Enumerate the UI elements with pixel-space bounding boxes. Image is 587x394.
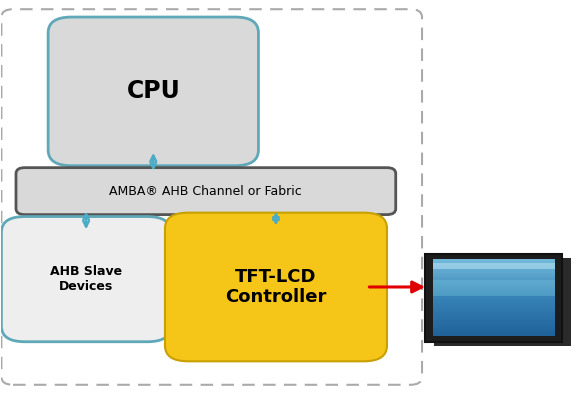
FancyBboxPatch shape <box>16 168 396 215</box>
Text: TFT-LCD
Controller: TFT-LCD Controller <box>225 268 326 307</box>
Bar <box>433 292 555 294</box>
Bar <box>433 328 555 330</box>
FancyBboxPatch shape <box>165 213 387 361</box>
Bar <box>433 284 555 286</box>
FancyBboxPatch shape <box>434 258 571 346</box>
Bar <box>433 316 555 319</box>
Bar <box>433 290 555 292</box>
Bar <box>433 301 555 303</box>
FancyBboxPatch shape <box>425 254 562 342</box>
Bar <box>433 305 555 307</box>
Bar <box>433 271 555 273</box>
Bar <box>433 314 555 317</box>
Bar <box>433 309 555 311</box>
Bar <box>433 294 555 296</box>
Bar <box>433 288 555 290</box>
Bar <box>433 269 555 271</box>
Bar <box>433 326 555 328</box>
Bar <box>433 267 555 269</box>
Bar <box>433 263 555 269</box>
Bar <box>433 280 555 296</box>
FancyBboxPatch shape <box>1 217 171 342</box>
FancyBboxPatch shape <box>48 17 258 166</box>
Bar <box>433 297 555 299</box>
Bar <box>433 312 555 315</box>
Bar <box>433 279 555 281</box>
Bar <box>433 277 555 279</box>
Text: AMBA® AHB Channel or Fabric: AMBA® AHB Channel or Fabric <box>110 185 302 198</box>
Bar <box>433 299 555 301</box>
Bar <box>433 331 555 334</box>
Bar <box>433 286 555 288</box>
Bar <box>433 310 555 313</box>
Bar <box>433 320 555 322</box>
Bar <box>433 280 555 282</box>
Bar <box>433 333 555 336</box>
Bar <box>433 322 555 324</box>
Bar <box>433 273 555 275</box>
Bar <box>433 282 555 284</box>
Bar <box>433 263 555 266</box>
Bar <box>433 307 555 309</box>
Bar <box>433 265 555 268</box>
Bar <box>433 261 555 264</box>
Bar <box>433 324 555 326</box>
Text: CPU: CPU <box>126 79 180 103</box>
Bar <box>433 275 555 277</box>
Bar <box>433 296 555 298</box>
Bar <box>433 318 555 320</box>
Bar <box>433 303 555 305</box>
Text: AHB Slave
Devices: AHB Slave Devices <box>50 265 122 293</box>
Bar <box>433 329 555 332</box>
Bar <box>433 260 555 262</box>
